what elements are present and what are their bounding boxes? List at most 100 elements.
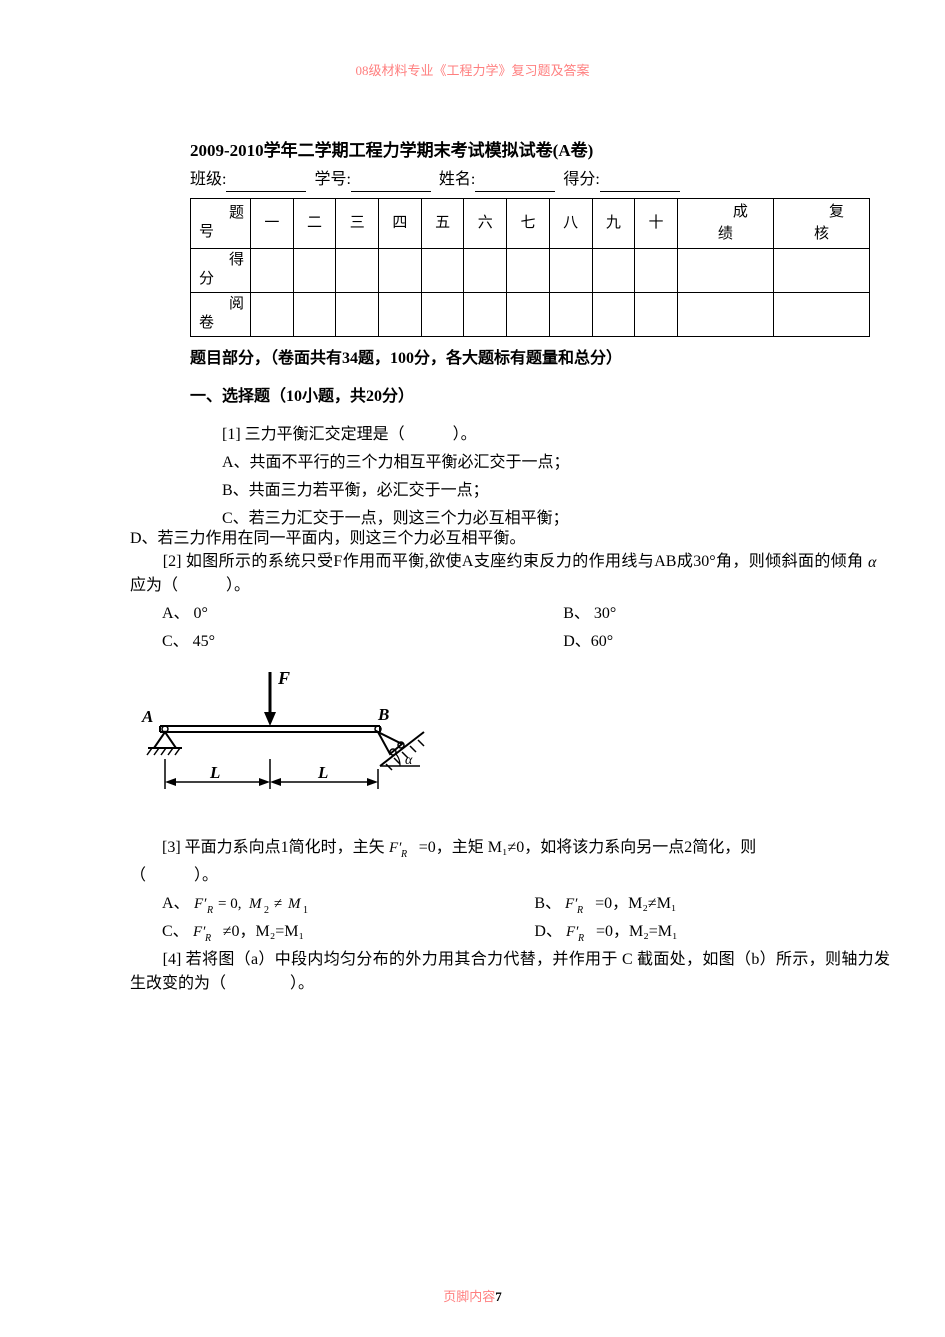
cell: [773, 292, 869, 336]
col-header: 五: [421, 198, 464, 248]
q3b-label: B、: [534, 895, 561, 912]
svg-text:α: α: [868, 555, 877, 569]
q2-diagram: F A: [130, 664, 890, 822]
svg-text:1: 1: [303, 905, 308, 915]
row-label: 得分: [191, 248, 251, 292]
cell: [421, 248, 464, 292]
support-b-label: B: [377, 705, 389, 724]
dim-l1-label: L: [209, 763, 220, 782]
cell: [464, 292, 507, 336]
cell: [677, 292, 773, 336]
fr-prime-icon: F′R: [566, 922, 592, 942]
class-label: 班级:: [190, 171, 226, 188]
q4-text: [4] 若将图（a）中段内均匀分布的外力用其合力代替，并作用于 C 截面处，如图…: [130, 948, 890, 996]
row-label: 题号: [191, 198, 251, 248]
col-header: 成绩: [677, 198, 773, 248]
q1-opt-d: D、若三力作用在同一平面内，则这三个力必互相平衡。: [130, 527, 890, 551]
col-header: 八: [549, 198, 592, 248]
q3-opt-d: D、 F′R =0，M₂=M₁: [563, 920, 890, 944]
alpha-icon: α: [868, 555, 890, 569]
q3-opt-a: A、 F′R = 0, M2 ≠ M1: [130, 892, 563, 916]
force-f-label: F: [277, 668, 290, 688]
cell: [677, 248, 773, 292]
cell: [251, 248, 294, 292]
cell: [336, 248, 379, 292]
q3a-label: A、: [162, 895, 190, 912]
cell: [293, 292, 336, 336]
q3c-label: C、: [162, 923, 189, 940]
cell: [336, 292, 379, 336]
col-header: 九: [592, 198, 635, 248]
student-info-line: 班级: 学号: 姓名: 得分:: [190, 168, 890, 192]
q3-text-part2: =0，主矩 M₁≠0，如将该力系向另一点2简化，则: [419, 839, 757, 856]
name-blank: [475, 174, 555, 192]
score-blank: [600, 174, 680, 192]
page-footer: 页脚内容7: [0, 1286, 945, 1305]
cell: [293, 248, 336, 292]
q2-opts-row2: C、 45° D、60°: [130, 630, 890, 654]
section-1-title: 一、选择题（10小题，共20分）: [190, 385, 890, 409]
table-row: 题号 一 二 三 四 五 六 七 八 九 十 成绩 复核: [191, 198, 870, 248]
col-header: 十: [635, 198, 678, 248]
score-label: 得分:: [563, 171, 599, 188]
svg-text:2: 2: [264, 905, 269, 915]
row-label: 阅卷: [191, 292, 251, 336]
cell: [507, 292, 550, 336]
cell: [549, 248, 592, 292]
cell: [773, 248, 869, 292]
q1-opt-b: B、共面三力若平衡，必汇交于一点；: [190, 479, 890, 503]
q3-text: [3] 平面力系向点1简化时，主矢 F′R =0，主矩 M₁≠0，如将该力系向另…: [130, 836, 890, 860]
q3a-formula-icon: F′R = 0, M2 ≠ M1: [194, 893, 324, 915]
cell: [464, 248, 507, 292]
svg-text:≠: ≠: [274, 896, 282, 912]
subtitle: 题目部分，（卷面共有34题，100分，各大题标有题量和总分）: [190, 347, 890, 371]
class-blank: [226, 174, 306, 192]
q3c-rest: ≠0，M₂=M₁: [223, 923, 304, 940]
col-header: 二: [293, 198, 336, 248]
q3-text-part1: [3] 平面力系向点1简化时，主矢: [162, 839, 385, 856]
cell: [592, 292, 635, 336]
q3-opt-b: B、 F′R =0，M₂≠M₁: [563, 892, 890, 916]
q1-opt-a: A、共面不平行的三个力相互平衡必汇交于一点；: [190, 451, 890, 475]
name-label: 姓名:: [439, 171, 475, 188]
svg-text:R: R: [577, 933, 584, 942]
cell: [507, 248, 550, 292]
col-header: 七: [507, 198, 550, 248]
main-content: 2009-2010学年二学期工程力学期末考试模拟试卷(A卷) 班级: 学号: 姓…: [190, 138, 890, 535]
col-header: 六: [464, 198, 507, 248]
beam-diagram-svg: F A: [130, 664, 430, 814]
document-header: 08级材料专业《工程力学》复习题及答案: [0, 60, 945, 79]
cell: [592, 248, 635, 292]
q2-text-part1: [2] 如图所示的系统只受F作用而平衡,欲使A支座约束反力的作用线与AB成30°…: [163, 553, 864, 570]
id-blank: [351, 174, 431, 192]
svg-text:M: M: [287, 896, 302, 912]
fr-prime-icon: F′R: [389, 838, 415, 858]
fr-prime-icon: F′R: [565, 894, 591, 914]
col-header: 三: [336, 198, 379, 248]
q3-opts-row2: C、 F′R ≠0，M₂=M₁ D、 F′R =0，M₂=M₁: [130, 920, 890, 944]
svg-text:R: R: [206, 905, 213, 915]
cell: [635, 248, 678, 292]
q2-opts-row1: A、 0° B、 30°: [130, 602, 890, 626]
q2-opt-a: A、 0°: [130, 602, 563, 626]
footer-label: 页脚内容: [443, 1289, 495, 1304]
q2-text-part2: 应为（ ）。: [130, 577, 250, 594]
svg-text:R: R: [400, 849, 407, 858]
angle-alpha-label: α: [405, 753, 413, 768]
q2-opt-c: C、 45°: [130, 630, 563, 654]
q2-block: [2] 如图所示的系统只受F作用而平衡,欲使A支座约束反力的作用线与AB成30°…: [130, 550, 890, 1000]
table-row: 得分: [191, 248, 870, 292]
svg-text:F′: F′: [194, 896, 207, 912]
score-table: 题号 一 二 三 四 五 六 七 八 九 十 成绩 复核 得分 阅卷: [190, 198, 870, 337]
q3b-rest: =0，M₂≠M₁: [595, 895, 676, 912]
q1-text: [1] 三力平衡汇交定理是（ ）。: [190, 423, 890, 447]
cell: [635, 292, 678, 336]
q3-opts-row1: A、 F′R = 0, M2 ≠ M1 B、 F′R =0，M₂≠M₁: [130, 892, 890, 916]
q3d-rest: =0，M₂=M₁: [596, 923, 678, 940]
exam-title: 2009-2010学年二学期工程力学期末考试模拟试卷(A卷): [190, 138, 890, 164]
svg-text:M: M: [248, 896, 263, 912]
cell: [549, 292, 592, 336]
q2-text: [2] 如图所示的系统只受F作用而平衡,欲使A支座约束反力的作用线与AB成30°…: [130, 550, 890, 598]
table-row: 阅卷: [191, 292, 870, 336]
support-a-label: A: [141, 707, 153, 726]
